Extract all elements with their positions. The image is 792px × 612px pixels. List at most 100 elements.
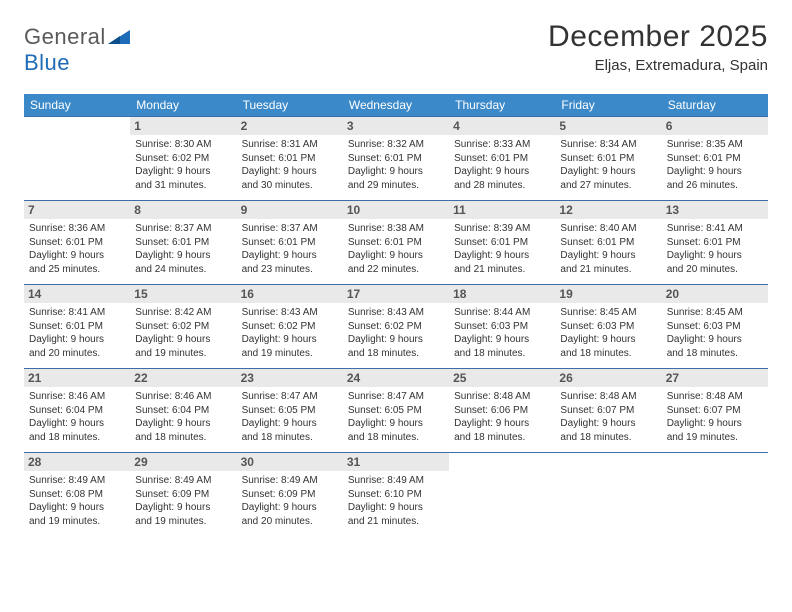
day-info-line: Daylight: 9 hours <box>667 249 763 263</box>
day-info-line: Sunset: 6:03 PM <box>454 320 550 334</box>
calendar-day-cell: 30 Sunrise: 8:49 AMSunset: 6:09 PMDayligh… <box>237 453 343 537</box>
logo-triangle-icon <box>108 30 130 49</box>
day-info: Sunrise: 8:33 AMSunset: 6:01 PMDaylight:… <box>454 138 550 192</box>
weekday-header: Monday <box>130 94 236 117</box>
day-number: 19 <box>555 285 661 303</box>
logo-word-2: Blue <box>24 50 70 75</box>
day-info-line: and 20 minutes. <box>242 515 338 529</box>
logo-word-1: General <box>24 24 106 49</box>
day-info-line: and 18 minutes. <box>29 431 125 445</box>
calendar-week-row: 21Sunrise: 8:46 AMSunset: 6:04 PMDayligh… <box>24 369 768 453</box>
calendar-day-cell <box>449 453 555 537</box>
calendar-day-cell: 2 Sunrise: 8:31 AMSunset: 6:01 PMDaylight… <box>237 117 343 201</box>
day-number: 31 <box>343 453 449 471</box>
day-info: Sunrise: 8:48 AMSunset: 6:06 PMDaylight:… <box>454 390 550 444</box>
day-number: 3 <box>343 117 449 135</box>
day-info-line: Sunset: 6:01 PM <box>29 236 125 250</box>
day-info-line: Daylight: 9 hours <box>454 333 550 347</box>
day-info-line: Sunrise: 8:45 AM <box>667 306 763 320</box>
day-info-line: Sunset: 6:04 PM <box>135 404 231 418</box>
day-info-line: Daylight: 9 hours <box>242 333 338 347</box>
calendar-day-cell <box>555 453 661 537</box>
day-info-line: and 19 minutes. <box>242 347 338 361</box>
day-info: Sunrise: 8:49 AMSunset: 6:09 PMDaylight:… <box>242 474 338 528</box>
day-info-line: Sunrise: 8:41 AM <box>667 222 763 236</box>
day-info-line: Sunset: 6:10 PM <box>348 488 444 502</box>
day-info-line: Sunrise: 8:36 AM <box>29 222 125 236</box>
calendar-day-cell <box>662 453 768 537</box>
day-number: 5 <box>555 117 661 135</box>
calendar-week-row: 28Sunrise: 8:49 AMSunset: 6:08 PMDayligh… <box>24 453 768 537</box>
calendar-table: SundayMondayTuesdayWednesdayThursdayFrid… <box>24 94 768 536</box>
calendar-week-row: 14Sunrise: 8:41 AMSunset: 6:01 PMDayligh… <box>24 285 768 369</box>
day-number: 10 <box>343 201 449 219</box>
day-info-line: Sunrise: 8:49 AM <box>242 474 338 488</box>
weekday-header: Thursday <box>449 94 555 117</box>
day-info-line: Sunrise: 8:49 AM <box>29 474 125 488</box>
day-info: Sunrise: 8:36 AMSunset: 6:01 PMDaylight:… <box>29 222 125 276</box>
day-info-line: and 26 minutes. <box>667 179 763 193</box>
day-info-line: and 30 minutes. <box>242 179 338 193</box>
day-info-line: and 18 minutes. <box>560 347 656 361</box>
day-info-line: Sunset: 6:01 PM <box>348 236 444 250</box>
day-number: 4 <box>449 117 555 135</box>
day-info-line: Sunset: 6:01 PM <box>667 152 763 166</box>
calendar-day-cell: 26Sunrise: 8:48 AMSunset: 6:07 PMDayligh… <box>555 369 661 453</box>
day-info-line: Sunset: 6:04 PM <box>29 404 125 418</box>
day-info-line: Sunrise: 8:31 AM <box>242 138 338 152</box>
day-number: 23 <box>237 369 343 387</box>
day-info-line: and 19 minutes. <box>667 431 763 445</box>
day-info-line: Sunset: 6:01 PM <box>242 152 338 166</box>
day-number: 7 <box>24 201 130 219</box>
calendar-day-cell: 12Sunrise: 8:40 AMSunset: 6:01 PMDayligh… <box>555 201 661 285</box>
day-info-line: Daylight: 9 hours <box>29 249 125 263</box>
calendar-day-cell: 22Sunrise: 8:46 AMSunset: 6:04 PMDayligh… <box>130 369 236 453</box>
weekday-header: Wednesday <box>343 94 449 117</box>
calendar-day-cell: 1Sunrise: 8:30 AMSunset: 6:02 PMDaylight… <box>130 117 236 201</box>
calendar-day-cell: 14Sunrise: 8:41 AMSunset: 6:01 PMDayligh… <box>24 285 130 369</box>
calendar-day-cell <box>24 117 130 201</box>
day-info-line: Sunrise: 8:47 AM <box>348 390 444 404</box>
day-info-line: Sunrise: 8:45 AM <box>560 306 656 320</box>
day-info-line: Sunrise: 8:48 AM <box>667 390 763 404</box>
day-info-line: Sunrise: 8:43 AM <box>242 306 338 320</box>
day-info-line: Sunrise: 8:38 AM <box>348 222 444 236</box>
day-info-line: Sunset: 6:03 PM <box>560 320 656 334</box>
location-text: Eljas, Extremadura, Spain <box>548 57 768 74</box>
day-info: Sunrise: 8:31 AMSunset: 6:01 PMDaylight:… <box>242 138 338 192</box>
day-info: Sunrise: 8:37 AMSunset: 6:01 PMDaylight:… <box>242 222 338 276</box>
calendar-day-cell: 13Sunrise: 8:41 AMSunset: 6:01 PMDayligh… <box>662 201 768 285</box>
day-info-line: and 19 minutes. <box>29 515 125 529</box>
day-info: Sunrise: 8:39 AMSunset: 6:01 PMDaylight:… <box>454 222 550 276</box>
calendar-day-cell: 5Sunrise: 8:34 AMSunset: 6:01 PMDaylight… <box>555 117 661 201</box>
day-info: Sunrise: 8:49 AMSunset: 6:10 PMDaylight:… <box>348 474 444 528</box>
day-info-line: Sunset: 6:05 PM <box>242 404 338 418</box>
day-number: 2 <box>237 117 343 135</box>
day-info: Sunrise: 8:49 AMSunset: 6:08 PMDaylight:… <box>29 474 125 528</box>
day-number: 30 <box>237 453 343 471</box>
day-info: Sunrise: 8:41 AMSunset: 6:01 PMDaylight:… <box>667 222 763 276</box>
day-number: 1 <box>130 117 236 135</box>
day-number: 26 <box>555 369 661 387</box>
day-info-line: Daylight: 9 hours <box>29 417 125 431</box>
day-info-line: Sunset: 6:09 PM <box>242 488 338 502</box>
day-info-line: Sunset: 6:01 PM <box>454 152 550 166</box>
day-info-line: Daylight: 9 hours <box>242 417 338 431</box>
day-info-line: Daylight: 9 hours <box>560 417 656 431</box>
day-info-line: Daylight: 9 hours <box>29 333 125 347</box>
day-info-line: Sunrise: 8:48 AM <box>454 390 550 404</box>
weekday-row: SundayMondayTuesdayWednesdayThursdayFrid… <box>24 94 768 117</box>
day-info-line: Sunrise: 8:41 AM <box>29 306 125 320</box>
day-info: Sunrise: 8:48 AMSunset: 6:07 PMDaylight:… <box>667 390 763 444</box>
calendar-day-cell: 23Sunrise: 8:47 AMSunset: 6:05 PMDayligh… <box>237 369 343 453</box>
day-number: 15 <box>130 285 236 303</box>
day-info-line: and 23 minutes. <box>242 263 338 277</box>
day-info-line: and 18 minutes. <box>560 431 656 445</box>
day-info-line: Sunrise: 8:44 AM <box>454 306 550 320</box>
month-title: December 2025 <box>548 20 768 54</box>
day-info-line: Sunrise: 8:46 AM <box>135 390 231 404</box>
day-info-line: and 21 minutes. <box>560 263 656 277</box>
day-info-line: Daylight: 9 hours <box>348 165 444 179</box>
weekday-header: Saturday <box>662 94 768 117</box>
day-info-line: Sunset: 6:08 PM <box>29 488 125 502</box>
